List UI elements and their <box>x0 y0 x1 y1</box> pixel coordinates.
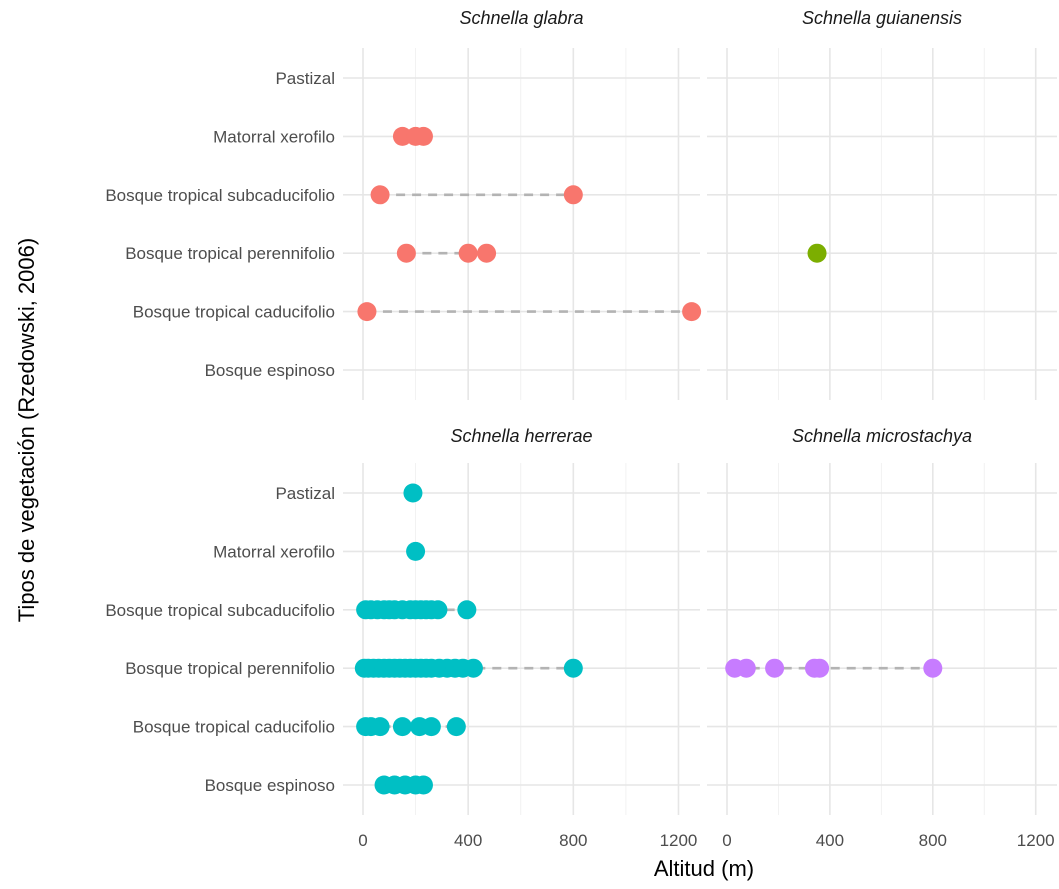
data-point <box>682 302 702 322</box>
data-point <box>463 658 483 678</box>
data-point <box>370 185 390 205</box>
data-point <box>403 483 423 503</box>
x-tick-label: 800 <box>559 831 587 850</box>
y-tick-label: Bosque tropical subcaducifolio <box>105 601 335 620</box>
data-point <box>563 658 583 678</box>
x-tick-label: 400 <box>816 831 844 850</box>
data-point <box>392 126 412 146</box>
data-point <box>357 302 377 322</box>
data-point <box>563 185 583 205</box>
x-tick-label: 0 <box>358 831 367 850</box>
y-tick-label: Pastizal <box>275 69 335 88</box>
panel-title: Schnella guianensis <box>802 8 962 28</box>
y-tick-label: Bosque tropical perennifolio <box>125 659 335 678</box>
y-tick-label: Pastizal <box>275 484 335 503</box>
data-point <box>457 600 477 620</box>
y-axis-title: Tipos de vegetación (Rzedowski, 2006) <box>14 238 39 622</box>
panels-layer: Schnella glabra Bosque espinoso Bosque tro… <box>105 8 1057 850</box>
y-tick-label: Bosque tropical caducifolio <box>133 303 335 322</box>
panel-title: Schnella herrerae <box>450 426 592 446</box>
x-tick-label: 1200 <box>660 831 698 850</box>
y-tick-label: Matorral xerofilo <box>213 542 335 561</box>
data-point <box>923 658 943 678</box>
panel-title: Schnella microstachya <box>792 426 972 446</box>
panel-schnella-guianensis: Schnella guianensis <box>707 8 1057 400</box>
data-point <box>413 775 433 795</box>
data-point <box>477 243 497 263</box>
data-point <box>396 243 416 263</box>
x-tick-label: 0 <box>722 831 731 850</box>
data-point <box>413 126 433 146</box>
x-tick-label: 1200 <box>1017 831 1055 850</box>
x-axis-title: Altitud (m) <box>654 856 754 881</box>
panel-schnella-microstachya: Schnella microstachya 0 400 800 1200 <box>707 426 1057 850</box>
data-point <box>810 658 830 678</box>
data-point <box>370 717 390 737</box>
data-point <box>392 717 412 737</box>
data-point <box>406 541 426 561</box>
y-tick-label: Bosque espinoso <box>205 361 335 380</box>
data-point <box>458 243 478 263</box>
x-tick-label: 800 <box>919 831 947 850</box>
labels-layer: Altitud (m) Tipos de vegetación (Rzedows… <box>14 238 754 881</box>
panel-title: Schnella glabra <box>459 8 583 28</box>
y-tick-label: Bosque espinoso <box>205 776 335 795</box>
y-tick-label: Matorral xerofilo <box>213 127 335 146</box>
panel-schnella-herrerae: Schnella herrerae Bosque espinoso Bosque t… <box>105 426 700 850</box>
data-point <box>428 600 448 620</box>
data-point <box>446 717 466 737</box>
data-point <box>807 243 827 263</box>
y-tick-label: Bosque tropical subcaducifolio <box>105 186 335 205</box>
data-point <box>421 717 441 737</box>
data-point <box>765 658 785 678</box>
data-point <box>736 658 756 678</box>
y-tick-label: Bosque tropical perennifolio <box>125 244 335 263</box>
panel-schnella-glabra: Schnella glabra Bosque espinoso Bosque tro… <box>105 8 702 400</box>
y-tick-label: Bosque tropical caducifolio <box>133 718 335 737</box>
x-tick-label: 400 <box>454 831 482 850</box>
